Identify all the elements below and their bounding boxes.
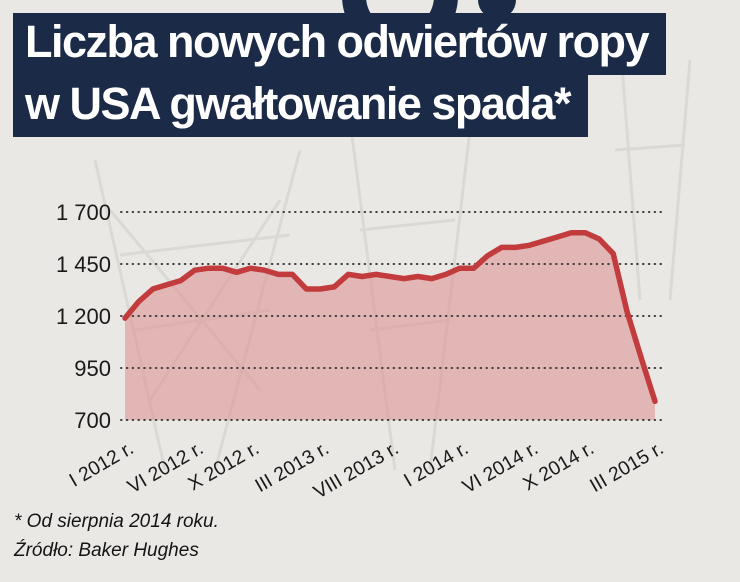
page-title-line-1: Liczba nowych odwiertów ropy (13, 13, 667, 76)
page-title-line-2: w USA gwałtowanie spada* (13, 75, 588, 138)
title-block: Liczba nowych odwiertów ropy w USA gwałt… (13, 13, 667, 138)
x-tick-label: III 2015 r. (586, 437, 667, 497)
series-line (122, 230, 658, 405)
y-tick-label: 1 700 (56, 200, 111, 225)
y-tick-label: 700 (74, 408, 111, 433)
source-note: Źródło: Baker Hughes (14, 539, 199, 561)
footnote: * Od sierpnia 2014 roku. (14, 511, 219, 532)
y-tick-label: 950 (74, 356, 111, 381)
y-tick-label: 1 450 (56, 252, 111, 277)
footer-notes: * Od sierpnia 2014 roku. Źródło: Baker H… (14, 508, 219, 565)
y-tick-label: 1 200 (56, 304, 111, 329)
series-area (125, 232, 655, 420)
